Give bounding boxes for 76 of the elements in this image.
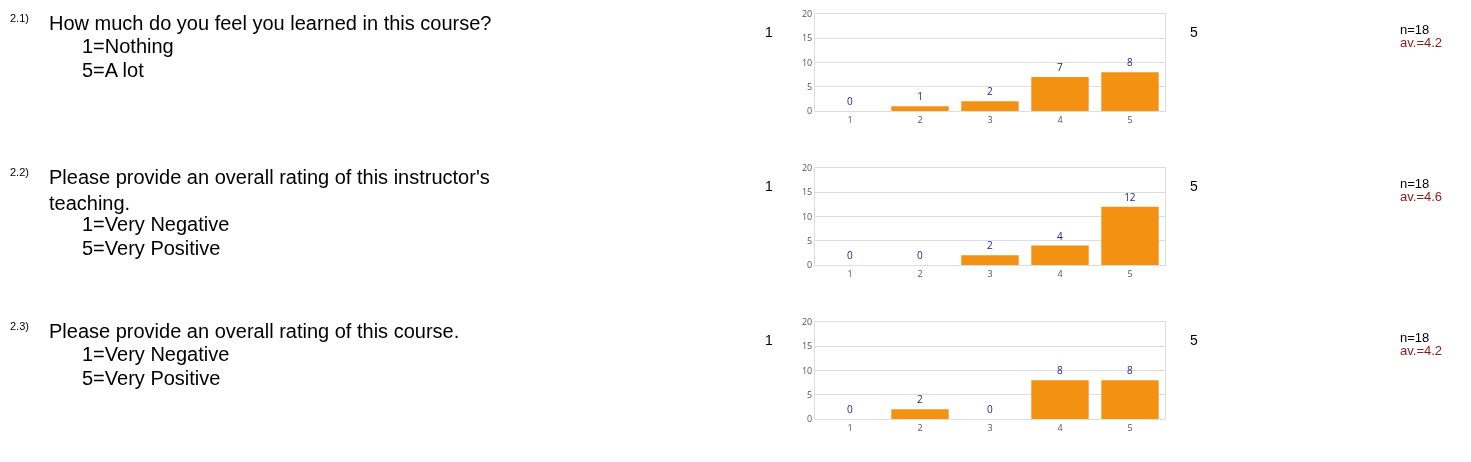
data-label: 0	[847, 402, 853, 416]
data-label: 7	[1057, 60, 1063, 75]
bar	[1031, 77, 1089, 111]
text: 5=Very Positive	[82, 237, 221, 259]
data-label: 8	[1127, 363, 1133, 378]
text: 5	[1190, 178, 1198, 194]
bar	[1031, 245, 1089, 265]
y-tick-label: 20	[801, 161, 813, 175]
y-tick-label: 0	[807, 104, 813, 118]
x-tick-label: 2	[917, 112, 923, 126]
x-tick-label: 3	[987, 420, 993, 434]
y-tick-label: 5	[807, 79, 813, 93]
text: 1	[765, 332, 773, 348]
bar	[1101, 206, 1159, 265]
x-tick-label: 4	[1057, 266, 1063, 280]
text: Please provide an overall rating of this course.	[49, 320, 460, 342]
text: av.=4.2	[1400, 35, 1443, 50]
data-label: 0	[847, 248, 853, 262]
y-tick-label: 10	[801, 209, 813, 223]
text: 1=Very Negative	[82, 343, 230, 365]
y-tick-label: 0	[807, 412, 813, 426]
data-label: 0	[917, 248, 923, 262]
data-label: 4	[1057, 228, 1063, 243]
text: n=18	[1400, 330, 1430, 345]
bar	[961, 101, 1019, 111]
y-tick-label: 15	[801, 185, 813, 199]
y-tick-label: 20	[801, 315, 813, 329]
data-label: 2	[987, 84, 993, 99]
data-label: 12	[1124, 189, 1136, 204]
x-tick-label: 1	[847, 112, 853, 126]
text: 1	[765, 178, 773, 194]
text: How much do you feel you learned in this course?	[49, 12, 492, 34]
data-label: 8	[1057, 363, 1063, 378]
x-tick-label: 4	[1057, 112, 1063, 126]
x-tick-label: 5	[1127, 112, 1133, 126]
bar	[1101, 72, 1159, 111]
text: 2.2)	[10, 166, 29, 178]
text: n=18	[1400, 176, 1430, 191]
x-tick-label: 2	[917, 266, 923, 280]
text: 1=Very Negative	[82, 213, 230, 235]
y-tick-label: 20	[801, 7, 813, 21]
text: av.=4.2	[1400, 343, 1443, 358]
text: 5	[1190, 332, 1198, 348]
text: n=18	[1400, 22, 1430, 37]
y-tick-label: 15	[801, 31, 813, 45]
text: av.=4.6	[1400, 189, 1443, 204]
data-label: 8	[1127, 55, 1133, 70]
y-tick-label: 10	[801, 55, 813, 69]
x-tick-label: 4	[1057, 420, 1063, 434]
text: 1	[765, 24, 773, 40]
text: 1=Nothing	[82, 35, 174, 57]
x-tick-label: 2	[917, 420, 923, 434]
data-label: 2	[917, 392, 923, 407]
y-tick-label: 5	[807, 233, 813, 247]
x-tick-label: 5	[1127, 266, 1133, 280]
y-tick-label: 5	[807, 387, 813, 401]
data-label: 0	[987, 402, 993, 416]
data-label: 1	[917, 89, 923, 104]
x-tick-label: 5	[1127, 420, 1133, 434]
text: Please provide an overall rating of this instructor's teaching.	[49, 166, 490, 214]
data-label: 2	[987, 238, 993, 253]
bar	[961, 255, 1019, 265]
y-tick-label: 0	[807, 258, 813, 272]
y-tick-label: 15	[801, 339, 813, 353]
x-tick-label: 1	[847, 420, 853, 434]
text: 5	[1190, 24, 1198, 40]
data-label: 0	[847, 94, 853, 108]
bar	[891, 106, 949, 111]
text: 5=A lot	[82, 59, 145, 81]
x-tick-label: 3	[987, 112, 993, 126]
x-tick-label: 3	[987, 266, 993, 280]
text: 5=Very Positive	[82, 367, 221, 389]
text: 2.3)	[10, 320, 29, 332]
text: 2.1)	[10, 12, 29, 24]
x-tick-label: 1	[847, 266, 853, 280]
y-tick-label: 10	[801, 363, 813, 377]
